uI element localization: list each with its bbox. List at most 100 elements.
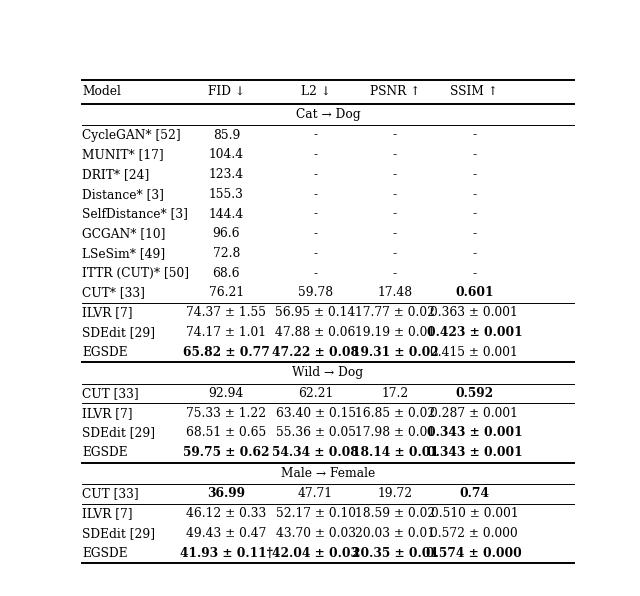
Text: 19.31 ± 0.02: 19.31 ± 0.02 — [351, 346, 438, 359]
Text: 43.70 ± 0.03: 43.70 ± 0.03 — [276, 527, 356, 540]
Text: ITTR (CUT)* [50]: ITTR (CUT)* [50] — [83, 267, 189, 280]
Text: EGSDE: EGSDE — [83, 346, 128, 359]
Text: CUT* [33]: CUT* [33] — [83, 287, 145, 299]
Text: CycleGAN* [52]: CycleGAN* [52] — [83, 129, 181, 142]
Text: 36.99: 36.99 — [207, 488, 245, 501]
Text: 47.88 ± 0.06: 47.88 ± 0.06 — [275, 326, 356, 339]
Text: EGSDE: EGSDE — [83, 547, 128, 560]
Text: -: - — [393, 129, 397, 142]
Text: -: - — [472, 129, 476, 142]
Text: -: - — [393, 267, 397, 280]
Text: 68.6: 68.6 — [212, 267, 240, 280]
Text: 20.35 ± 0.01: 20.35 ± 0.01 — [351, 547, 438, 560]
Text: 17.98 ± 0.01: 17.98 ± 0.01 — [355, 426, 435, 439]
Text: -: - — [314, 247, 317, 260]
Text: 74.37 ± 1.55: 74.37 ± 1.55 — [186, 306, 266, 319]
Text: -: - — [314, 168, 317, 181]
Text: -: - — [472, 148, 476, 162]
Text: -: - — [472, 188, 476, 201]
Text: 47.71: 47.71 — [298, 488, 333, 501]
Text: Male → Female: Male → Female — [281, 467, 375, 480]
Text: 19.72: 19.72 — [378, 488, 413, 501]
Text: -: - — [314, 129, 317, 142]
Text: 20.03 ± 0.01: 20.03 ± 0.01 — [355, 527, 435, 540]
Text: 72.8: 72.8 — [212, 247, 240, 260]
Text: 59.78: 59.78 — [298, 287, 333, 299]
Text: 46.12 ± 0.33: 46.12 ± 0.33 — [186, 507, 266, 520]
Text: 63.40 ± 0.15: 63.40 ± 0.15 — [276, 406, 356, 420]
Text: Cat → Dog: Cat → Dog — [296, 108, 360, 121]
Text: 0.510 ± 0.001: 0.510 ± 0.001 — [431, 507, 518, 520]
Text: 0.415 ± 0.001: 0.415 ± 0.001 — [431, 346, 518, 359]
Text: -: - — [393, 247, 397, 260]
Text: Wild → Dog: Wild → Dog — [292, 367, 364, 379]
Text: 62.21: 62.21 — [298, 387, 333, 400]
Text: -: - — [314, 148, 317, 162]
Text: SDEdit [29]: SDEdit [29] — [83, 326, 156, 339]
Text: MUNIT* [17]: MUNIT* [17] — [83, 148, 164, 162]
Text: -: - — [393, 227, 397, 240]
Text: 0.343 ± 0.001: 0.343 ± 0.001 — [426, 426, 522, 439]
Text: 19.19 ± 0.01: 19.19 ± 0.01 — [355, 326, 435, 339]
Text: 47.22 ± 0.08: 47.22 ± 0.08 — [272, 346, 359, 359]
Text: 92.94: 92.94 — [209, 387, 244, 400]
Text: 0.592: 0.592 — [455, 387, 493, 400]
Text: SDEdit [29]: SDEdit [29] — [83, 426, 156, 439]
Text: DRIT* [24]: DRIT* [24] — [83, 168, 150, 181]
Text: EGSDE: EGSDE — [83, 446, 128, 459]
Text: 0.574 ± 0.000: 0.574 ± 0.000 — [426, 547, 522, 560]
Text: -: - — [393, 207, 397, 221]
Text: 52.17 ± 0.10: 52.17 ± 0.10 — [276, 507, 356, 520]
Text: 104.4: 104.4 — [209, 148, 244, 162]
Text: -: - — [472, 227, 476, 240]
Text: 65.82 ± 0.77: 65.82 ± 0.77 — [183, 346, 269, 359]
Text: SSIM ↑: SSIM ↑ — [451, 85, 499, 98]
Text: GCGAN* [10]: GCGAN* [10] — [83, 227, 166, 240]
Text: -: - — [314, 267, 317, 280]
Text: -: - — [314, 188, 317, 201]
Text: ILVR [7]: ILVR [7] — [83, 507, 133, 520]
Text: Distance* [3]: Distance* [3] — [83, 188, 164, 201]
Text: 17.2: 17.2 — [381, 387, 408, 400]
Text: -: - — [393, 188, 397, 201]
Text: FID ↓: FID ↓ — [208, 85, 245, 98]
Text: 41.93 ± 0.11†: 41.93 ± 0.11† — [180, 547, 273, 560]
Text: -: - — [314, 227, 317, 240]
Text: 0.287 ± 0.001: 0.287 ± 0.001 — [430, 406, 518, 420]
Text: Model: Model — [83, 85, 122, 98]
Text: 0.343 ± 0.001: 0.343 ± 0.001 — [426, 446, 522, 459]
Text: 0.363 ± 0.001: 0.363 ± 0.001 — [431, 306, 518, 319]
Text: 0.74: 0.74 — [460, 488, 490, 501]
Text: 75.33 ± 1.22: 75.33 ± 1.22 — [186, 406, 266, 420]
Text: 17.48: 17.48 — [378, 287, 413, 299]
Text: 17.77 ± 0.02: 17.77 ± 0.02 — [355, 306, 435, 319]
Text: L2 ↓: L2 ↓ — [301, 85, 331, 98]
Text: 96.6: 96.6 — [212, 227, 240, 240]
Text: ILVR [7]: ILVR [7] — [83, 306, 133, 319]
Text: 56.95 ± 0.14: 56.95 ± 0.14 — [275, 306, 356, 319]
Text: 54.34 ± 0.08: 54.34 ± 0.08 — [272, 446, 359, 459]
Text: -: - — [393, 168, 397, 181]
Text: PSNR ↑: PSNR ↑ — [370, 85, 420, 98]
Text: 68.51 ± 0.65: 68.51 ± 0.65 — [186, 426, 266, 439]
Text: SelfDistance* [3]: SelfDistance* [3] — [83, 207, 188, 221]
Text: 0.572 ± 0.000: 0.572 ± 0.000 — [431, 527, 518, 540]
Text: 49.43 ± 0.47: 49.43 ± 0.47 — [186, 527, 266, 540]
Text: SDEdit [29]: SDEdit [29] — [83, 527, 156, 540]
Text: -: - — [472, 267, 476, 280]
Text: 55.36 ± 0.05: 55.36 ± 0.05 — [276, 426, 356, 439]
Text: 76.21: 76.21 — [209, 287, 244, 299]
Text: 74.17 ± 1.01: 74.17 ± 1.01 — [186, 326, 266, 339]
Text: ILVR [7]: ILVR [7] — [83, 406, 133, 420]
Text: 85.9: 85.9 — [212, 129, 240, 142]
Text: 18.14 ± 0.01: 18.14 ± 0.01 — [351, 446, 438, 459]
Text: 42.04 ± 0.03: 42.04 ± 0.03 — [272, 547, 359, 560]
Text: -: - — [314, 207, 317, 221]
Text: CUT [33]: CUT [33] — [83, 387, 139, 400]
Text: -: - — [472, 247, 476, 260]
Text: -: - — [393, 148, 397, 162]
Text: -: - — [472, 168, 476, 181]
Text: 155.3: 155.3 — [209, 188, 244, 201]
Text: 0.423 ± 0.001: 0.423 ± 0.001 — [426, 326, 522, 339]
Text: 0.601: 0.601 — [455, 287, 493, 299]
